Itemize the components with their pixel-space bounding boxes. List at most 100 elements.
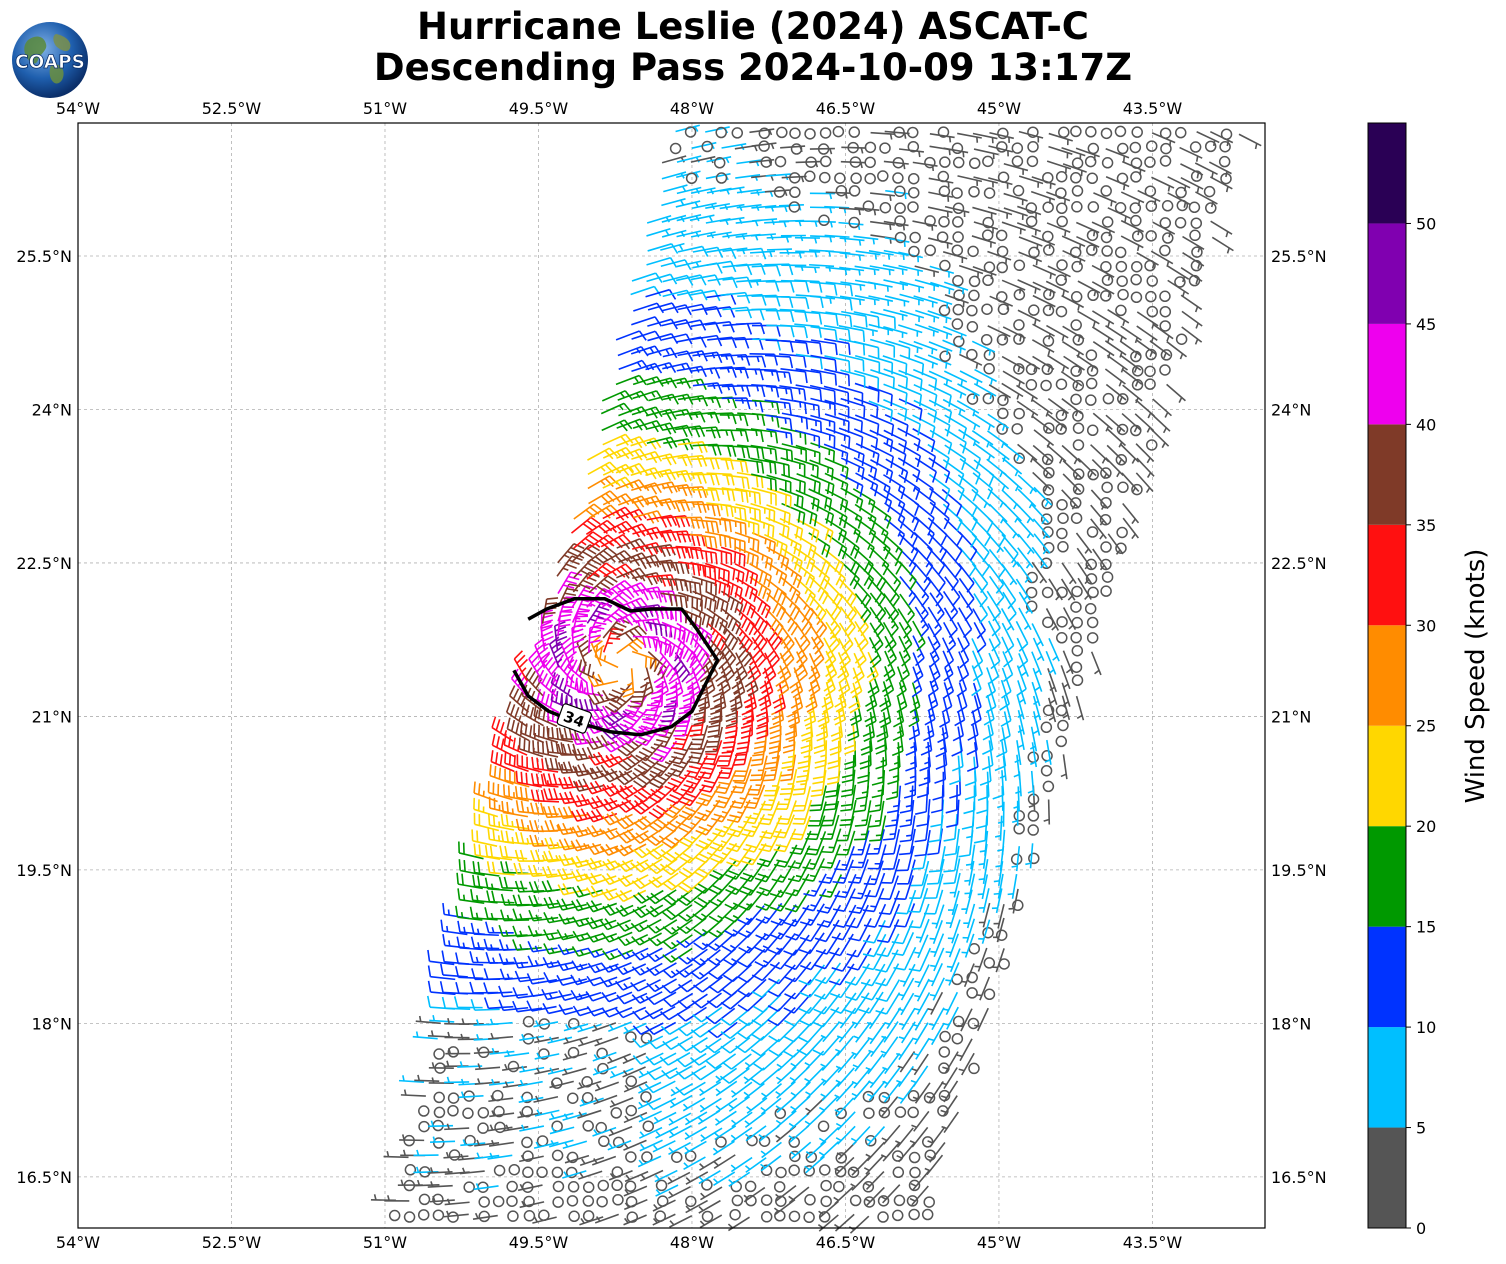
graticule [78, 123, 1265, 1228]
wind-barb [534, 1052, 560, 1060]
wind-barb [418, 1120, 430, 1133]
wind-barb [821, 1066, 841, 1086]
wind-barb [813, 993, 841, 1015]
wind-barb [1071, 674, 1084, 687]
colorbar-bin [1368, 323, 1406, 425]
wind-barb [835, 1107, 847, 1120]
wind-barb [731, 127, 744, 139]
wind-barb [840, 561, 860, 590]
colorbar-tick-label: 10 [1416, 1018, 1436, 1037]
wind-barb [1086, 526, 1099, 538]
wind-barb [803, 1165, 815, 1177]
wind-barb [853, 637, 867, 669]
colorbar-tick-label: 5 [1416, 1119, 1426, 1138]
wind-barb [773, 1198, 796, 1216]
wind-barb [894, 1106, 907, 1118]
lon-label-top: 43.5°W [1123, 99, 1183, 118]
wind-barb [1101, 216, 1114, 228]
wind-barb [701, 140, 713, 153]
wind-barb [730, 1156, 753, 1173]
wind-barb [818, 1126, 840, 1146]
wind-barb [462, 1107, 474, 1120]
wind-barb [839, 252, 865, 261]
wind-barb [882, 1052, 901, 1075]
wind-barb [646, 214, 672, 224]
wind-barb [478, 1196, 490, 1208]
wind-barb [624, 1170, 649, 1183]
wind-barb [907, 172, 920, 185]
wind-barb [1090, 651, 1102, 676]
wind-barb [618, 359, 650, 371]
wind-barb [929, 977, 945, 1001]
wind-barb [447, 1092, 460, 1104]
wind-barb [750, 428, 779, 444]
wind-barb [1012, 184, 1025, 197]
wind-barb [721, 143, 747, 151]
wind-barb [907, 201, 919, 213]
wind-barb [819, 155, 832, 168]
wind-barb [944, 828, 960, 857]
wind-barb [1014, 740, 1022, 766]
wind-barb [458, 1018, 484, 1025]
wind-barb [670, 1082, 694, 1097]
colorbar-bin [1368, 424, 1406, 525]
colorbar: 0 5 10 15 20 25 30 35 40 45 50 [1367, 122, 1436, 1238]
wind-barb [1070, 661, 1083, 673]
wind-barb [638, 1126, 663, 1139]
wind-barb [1060, 754, 1068, 780]
wind-barb [1130, 214, 1142, 227]
wind-barb [458, 1091, 484, 1099]
wind-barb [764, 533, 788, 557]
wind-barb [400, 1089, 426, 1097]
wind-barb [981, 229, 994, 241]
wind-barb [1057, 512, 1069, 524]
wind-barb [568, 1210, 580, 1223]
wind-barb [624, 1180, 637, 1192]
wind-barb [775, 1080, 796, 1099]
wind-barb [883, 249, 909, 261]
wind-barb [891, 1209, 904, 1222]
wind-barb [851, 1068, 871, 1089]
wind-barb [879, 201, 892, 214]
wind-barb [728, 1095, 751, 1112]
lat-label-right: 25.5°N [1271, 247, 1327, 266]
wind-barb [507, 1210, 519, 1222]
wind-barb [645, 1097, 677, 1111]
wind-barb [805, 1140, 827, 1159]
wind-barb [632, 1022, 664, 1035]
wind-barb [1101, 157, 1114, 169]
wind-barb [597, 1179, 610, 1192]
wind-barb [958, 428, 980, 447]
wind-barb [631, 991, 663, 1004]
wind-barb [924, 244, 937, 257]
wind-barb [457, 1061, 483, 1068]
lon-label-top: 52.5°W [202, 99, 262, 118]
wind-barb [912, 428, 936, 453]
wind-barb [898, 148, 925, 158]
lon-label-top: 48°W [670, 99, 714, 118]
wind-barb [839, 266, 865, 276]
wind-barb [868, 1035, 887, 1058]
wind-barb [426, 995, 455, 1010]
wind-barb [968, 1062, 980, 1075]
wind-barb [667, 1171, 691, 1185]
wind-barb [1100, 127, 1113, 140]
wind-barb [775, 1110, 797, 1128]
wind-barb [942, 591, 959, 622]
globe-logo-icon: COAPS [12, 22, 88, 98]
wind-barb [691, 1037, 722, 1054]
wind-barb [743, 1082, 765, 1100]
wind-barb [995, 229, 1008, 242]
wind-barb [639, 1169, 664, 1182]
lon-label-top: 49.5°W [509, 99, 569, 118]
wind-barb [685, 1171, 709, 1185]
wind-barb [1071, 585, 1083, 598]
wind-barb [1013, 407, 1025, 420]
wind-barb [1013, 754, 1021, 780]
wind-barb [893, 1194, 906, 1207]
wind-barb [677, 976, 709, 993]
wind-barb [602, 617, 630, 639]
wind-barb [882, 829, 901, 856]
wind-barb [780, 427, 807, 445]
wind-barb [690, 1050, 721, 1066]
